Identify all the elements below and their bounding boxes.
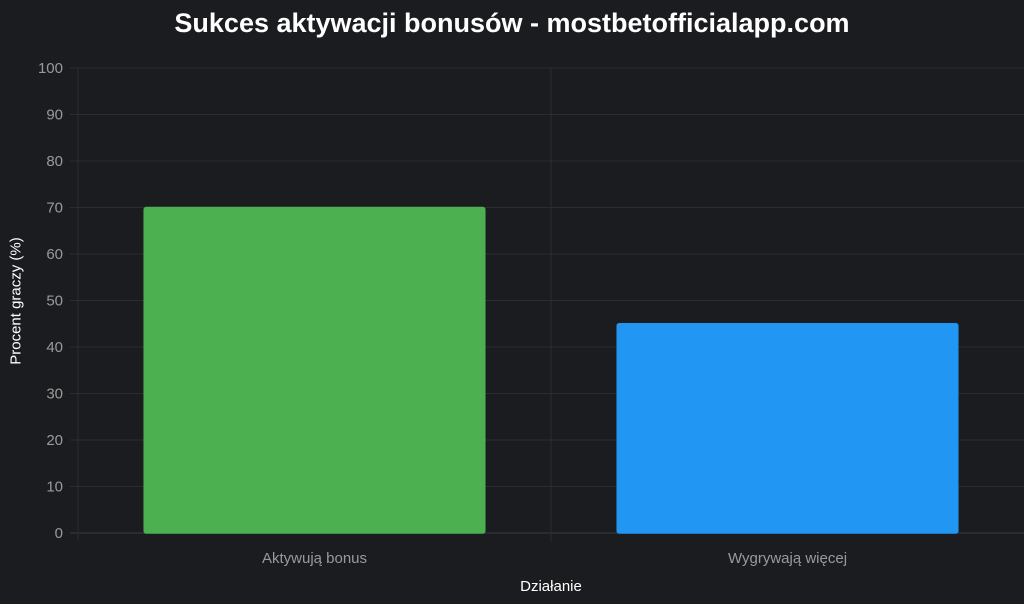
y-tick-label: 60 (46, 246, 63, 263)
y-tick-label: 80 (46, 153, 63, 170)
bar (616, 323, 959, 534)
y-tick-label: 100 (38, 60, 63, 77)
bar (143, 206, 486, 534)
tick-labels: 0 10 20 30 40 50 60 70 80 90 100 Aktywują bonus Wygr… (38, 60, 847, 567)
x-tick-label: Wygrywają więcej (728, 550, 847, 567)
y-tick-label: 70 (46, 200, 63, 217)
x-axis-label: Działanie (520, 578, 582, 595)
y-tick-label: 10 (46, 479, 63, 496)
y-tick-label: 20 (46, 432, 63, 449)
y-tick-label: 50 (46, 293, 63, 310)
x-tick-label: Aktywują bonus (262, 550, 367, 567)
chart-title: Sukces aktywacji bonusów - mostbetoffici… (174, 8, 850, 38)
y-tick-label: 90 (46, 107, 63, 124)
y-tick-label: 0 (55, 525, 63, 542)
y-tick-label: 40 (46, 339, 63, 356)
y-tick-label: 30 (46, 386, 63, 403)
bars (143, 206, 959, 534)
